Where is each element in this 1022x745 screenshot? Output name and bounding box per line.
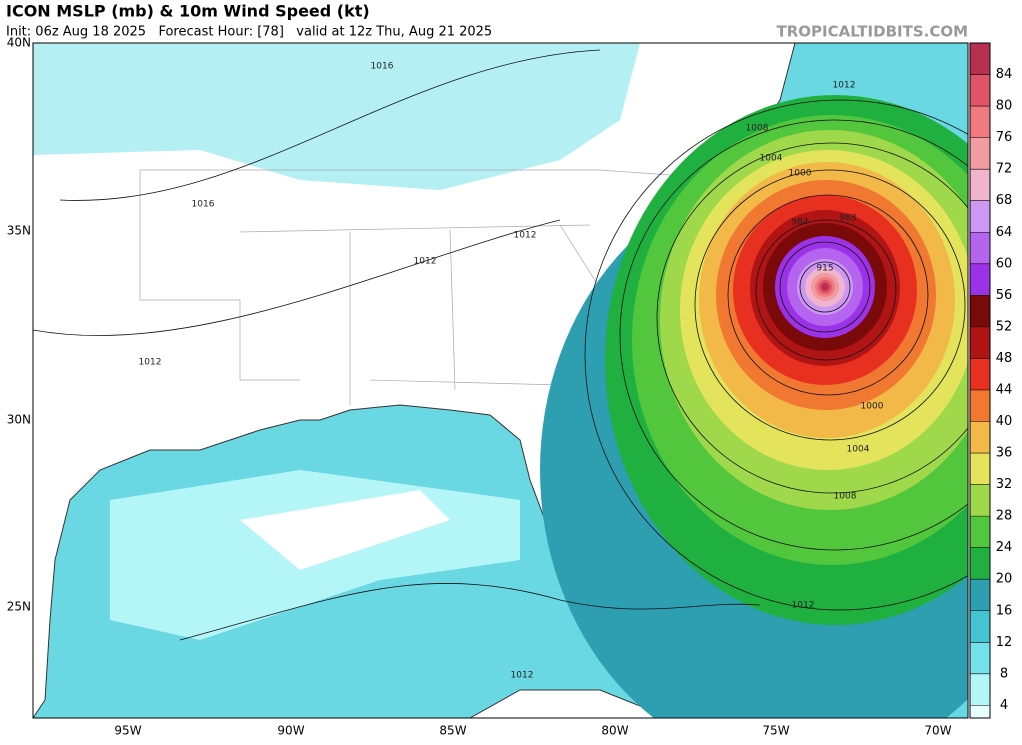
map-frame [32, 42, 969, 719]
colorbar-band [970, 673, 990, 706]
colorbar-label: 76 [996, 130, 1013, 145]
lon-label: 75W [762, 724, 789, 738]
isobar-label: 1004 [760, 154, 783, 164]
map: 1016 1012 1008 1004 1000 988 984 1016 1012 1012 10… [33, 43, 968, 718]
lat-label: 25N [7, 600, 31, 614]
isobar-label: 1012 [833, 81, 856, 91]
wind-ring [821, 283, 829, 291]
watermark: TROPICALTIDBITS.COM [777, 23, 969, 41]
isobar-label: 1008 [834, 492, 857, 502]
colorbar-label: 64 [996, 225, 1013, 240]
lon-label: 70W [924, 724, 951, 738]
isobar-label: 984 [791, 218, 808, 228]
colorbar-band [970, 358, 990, 390]
colorbar-label: 72 [996, 162, 1013, 177]
colorbar-label: 60 [996, 256, 1013, 271]
isobar-label: 1016 [371, 62, 394, 72]
colorbar-band [970, 232, 990, 264]
isobar-label: 988 [839, 214, 856, 224]
colorbar-band [970, 169, 990, 201]
colorbar-label: 48 [996, 351, 1013, 366]
title: ICON MSLP (mb) & 10m Wind Speed (kt) [6, 2, 370, 21]
colorbar-label: 40 [996, 414, 1013, 429]
wind-area [33, 43, 640, 190]
colorbar-band [970, 579, 990, 611]
colorbar-label: 28 [996, 509, 1013, 524]
colorbar-label: 16 [996, 603, 1013, 618]
lon-label: 90W [277, 724, 304, 738]
colorbar-label: 8 [1000, 666, 1008, 681]
isobar-label: 1008 [746, 124, 769, 134]
isobar-label: 1016 [192, 200, 215, 210]
isobar-label: 1000 [861, 402, 884, 412]
colorbar-band [970, 389, 990, 422]
cuba [468, 689, 661, 718]
colorbar-label: 4 [1000, 698, 1008, 713]
colorbar-band [970, 610, 990, 643]
lat-label: 35N [7, 224, 31, 238]
colorbar-frame [969, 42, 991, 719]
isobar-label: 1012 [139, 358, 162, 368]
colorbar-band [970, 74, 990, 107]
colorbar-label: 68 [996, 193, 1013, 208]
colorbar-band [970, 326, 990, 359]
colorbar-band [970, 43, 990, 75]
isobar-label: 1012 [414, 257, 437, 267]
colorbar-label: 44 [996, 382, 1013, 397]
colorbar-band [970, 263, 990, 296]
colorbar-band [970, 137, 990, 170]
colorbar-label: 24 [996, 540, 1013, 555]
colorbar-label: 52 [996, 319, 1013, 334]
lon-label: 85W [439, 724, 466, 738]
isobars [33, 49, 968, 641]
colorbar-band [970, 295, 990, 327]
isobar-label: 915 [816, 264, 833, 274]
isobar-label: 1000 [789, 169, 812, 179]
colorbar-label: 56 [996, 288, 1013, 303]
wind-rings [540, 95, 968, 718]
lon-label: 80W [601, 724, 628, 738]
lat-label: 40N [7, 36, 31, 50]
colorbar-band [970, 516, 990, 548]
subtitle: Init: 06z Aug 18 2025 Forecast Hour: [78… [6, 25, 492, 40]
colorbar-band [970, 642, 990, 674]
colorbar-band [970, 106, 990, 138]
calm-area [240, 490, 450, 570]
colorbar-label: 12 [996, 635, 1013, 650]
isobar-label: 1004 [847, 445, 870, 455]
colorbar-band [970, 453, 990, 485]
lon-label: 95W [114, 724, 141, 738]
colorbar-band [970, 705, 990, 718]
lat-label: 30N [7, 413, 31, 427]
colorbar-band [970, 421, 990, 454]
colorbar-label: 32 [996, 477, 1013, 492]
colorbar-label: 80 [996, 99, 1013, 114]
colorbar-band [970, 547, 990, 580]
isobar-label: 1012 [511, 671, 534, 681]
colorbar-label: 84 [996, 67, 1013, 82]
colorbar-label: 20 [996, 572, 1013, 587]
colorbar-band [970, 484, 990, 517]
colorbar-label: 36 [996, 446, 1013, 461]
isobar-label: 1012 [514, 231, 537, 241]
isobar-label: 1012 [792, 601, 815, 611]
colorbar-band [970, 200, 990, 233]
